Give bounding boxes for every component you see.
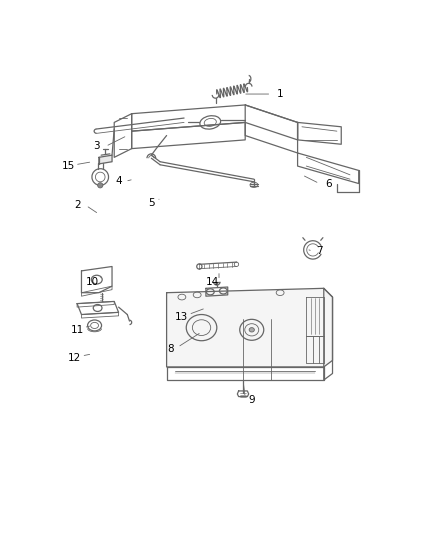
Text: 3: 3 [93,141,100,151]
Polygon shape [99,155,112,164]
Polygon shape [166,288,332,367]
Text: 1: 1 [277,89,283,99]
Text: 12: 12 [68,353,81,363]
Text: 5: 5 [148,198,155,208]
Ellipse shape [249,328,254,332]
Text: 11: 11 [71,325,84,335]
Text: 4: 4 [115,176,122,187]
Text: 14: 14 [206,277,219,287]
Text: 9: 9 [248,394,255,405]
Text: 2: 2 [74,200,81,211]
Text: 8: 8 [168,344,174,354]
Text: 10: 10 [86,277,99,287]
Text: 7: 7 [316,246,323,256]
Ellipse shape [98,183,103,188]
Text: 6: 6 [325,179,332,189]
Text: 13: 13 [175,312,188,322]
Text: 15: 15 [62,161,75,171]
